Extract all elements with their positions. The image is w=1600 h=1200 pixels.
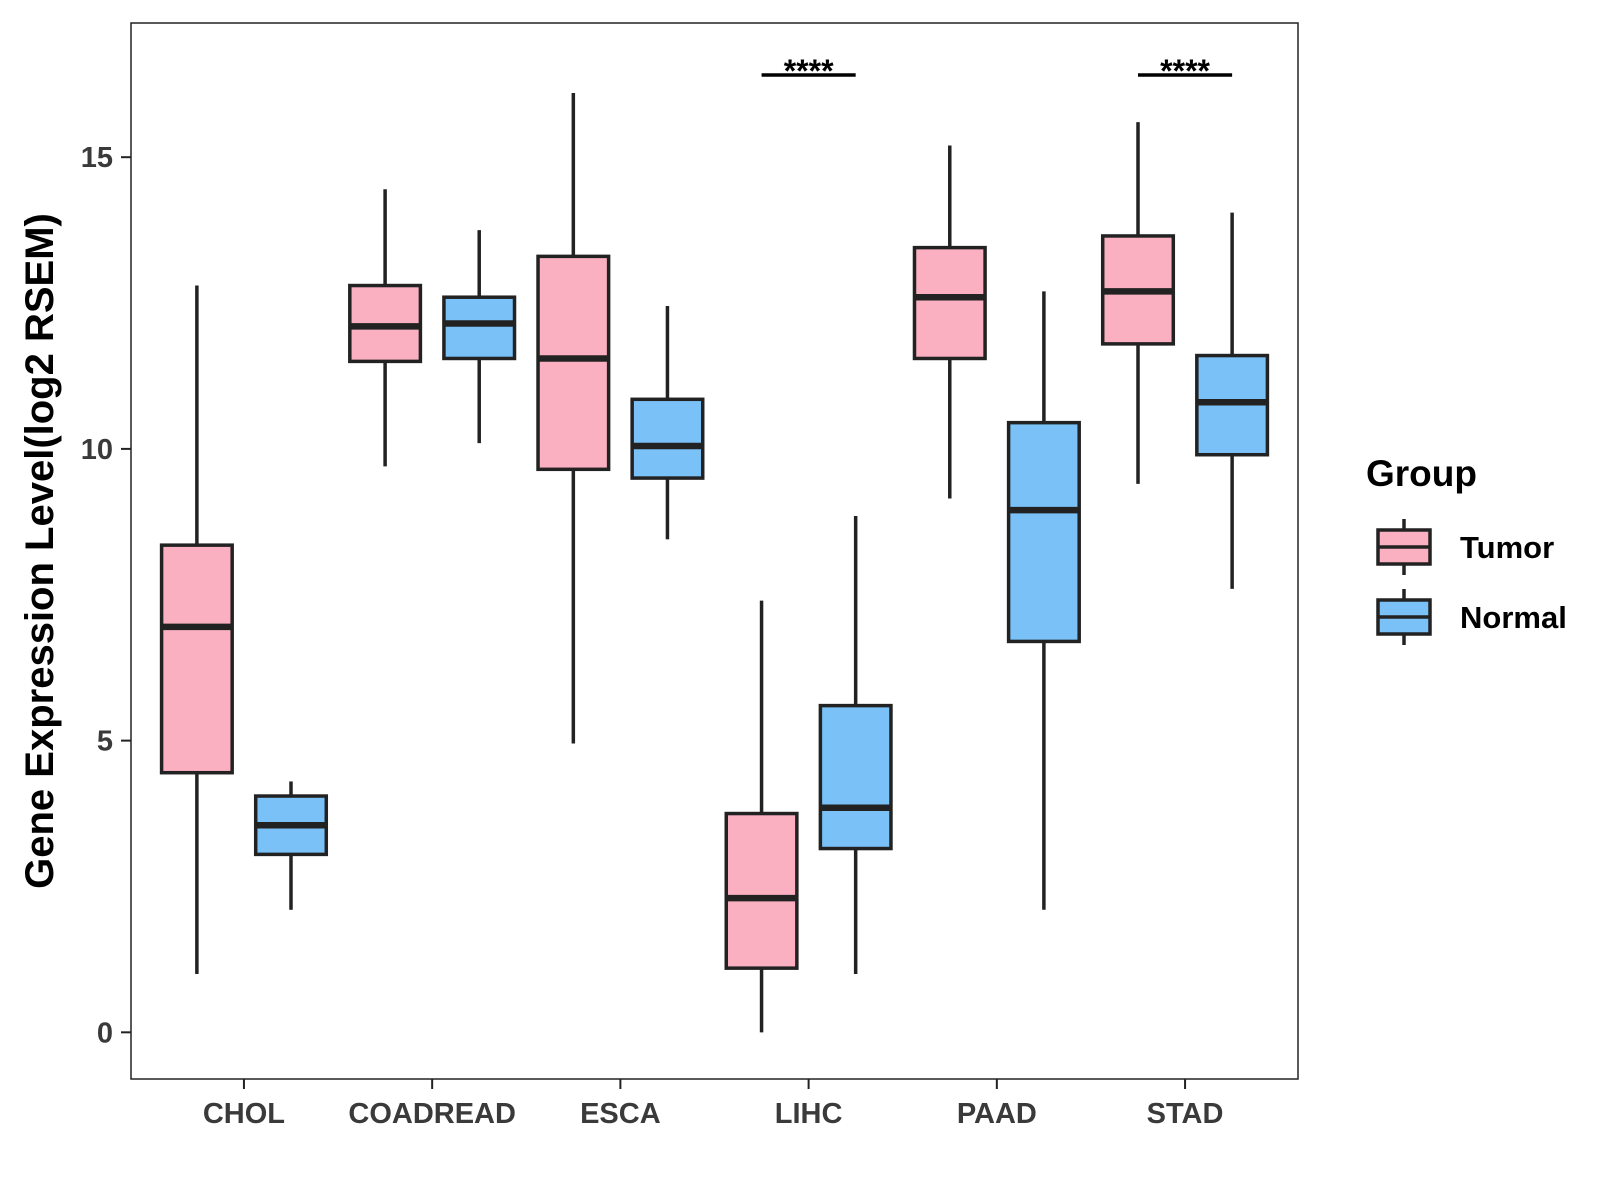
box-tumor-lihc <box>724 600 799 1033</box>
x-tick-label: LIHC <box>775 1098 843 1130</box>
significance-annotations: **** **** <box>761 53 1233 89</box>
legend-entry-normal: Normal <box>1376 589 1567 645</box>
box-tumor-chol <box>159 285 234 974</box>
box-body <box>724 811 799 970</box>
box-normal-paad <box>1006 291 1081 910</box>
legend-title: Group <box>1366 453 1477 494</box>
legend-label: Normal <box>1460 600 1567 635</box>
box-body <box>630 397 705 480</box>
box-normal-stad <box>1195 212 1270 589</box>
x-axis: CHOL COADREAD ESCA LIHC PAAD STAD <box>203 1079 1224 1130</box>
box-normal-coadread <box>442 230 517 444</box>
box-normal-esca <box>630 305 705 540</box>
y-tick-label: 0 <box>97 1017 113 1049</box>
box-body <box>159 543 234 775</box>
box-tumor-coadread <box>348 189 423 467</box>
box-tumor-esca <box>536 93 611 744</box>
panel-border <box>130 22 1299 1080</box>
box-tumor-paad <box>912 145 987 499</box>
legend: Group Tumor Normal <box>1366 453 1567 645</box>
y-axis: 0 5 10 15 <box>81 142 131 1049</box>
box-normal-lihc <box>818 515 893 974</box>
significance-label: **** <box>1160 53 1210 89</box>
x-tick-label: STAD <box>1147 1098 1224 1130</box>
y-axis-title: Gene Expression Level(log2 RSEM) <box>18 213 62 889</box>
y-tick-label: 15 <box>81 142 113 174</box>
box-body <box>442 295 517 361</box>
y-tick-label: 5 <box>97 726 113 758</box>
x-tick-label: PAAD <box>957 1098 1037 1130</box>
significance-label: **** <box>784 53 834 89</box>
box-tumor-stad <box>1100 122 1176 484</box>
x-tick-label: COADREAD <box>348 1098 516 1130</box>
box-body <box>1006 420 1081 644</box>
y-tick-label: 10 <box>81 434 113 466</box>
box-body <box>818 703 893 851</box>
box-normal-chol <box>253 781 329 910</box>
box-series <box>159 93 1270 1033</box>
box-body <box>912 245 987 361</box>
legend-label: Tumor <box>1460 530 1554 565</box>
legend-entry-tumor: Tumor <box>1376 519 1554 575</box>
x-tick-label: CHOL <box>203 1098 285 1130</box>
box-body <box>536 254 611 472</box>
x-tick-label: ESCA <box>580 1098 661 1130</box>
